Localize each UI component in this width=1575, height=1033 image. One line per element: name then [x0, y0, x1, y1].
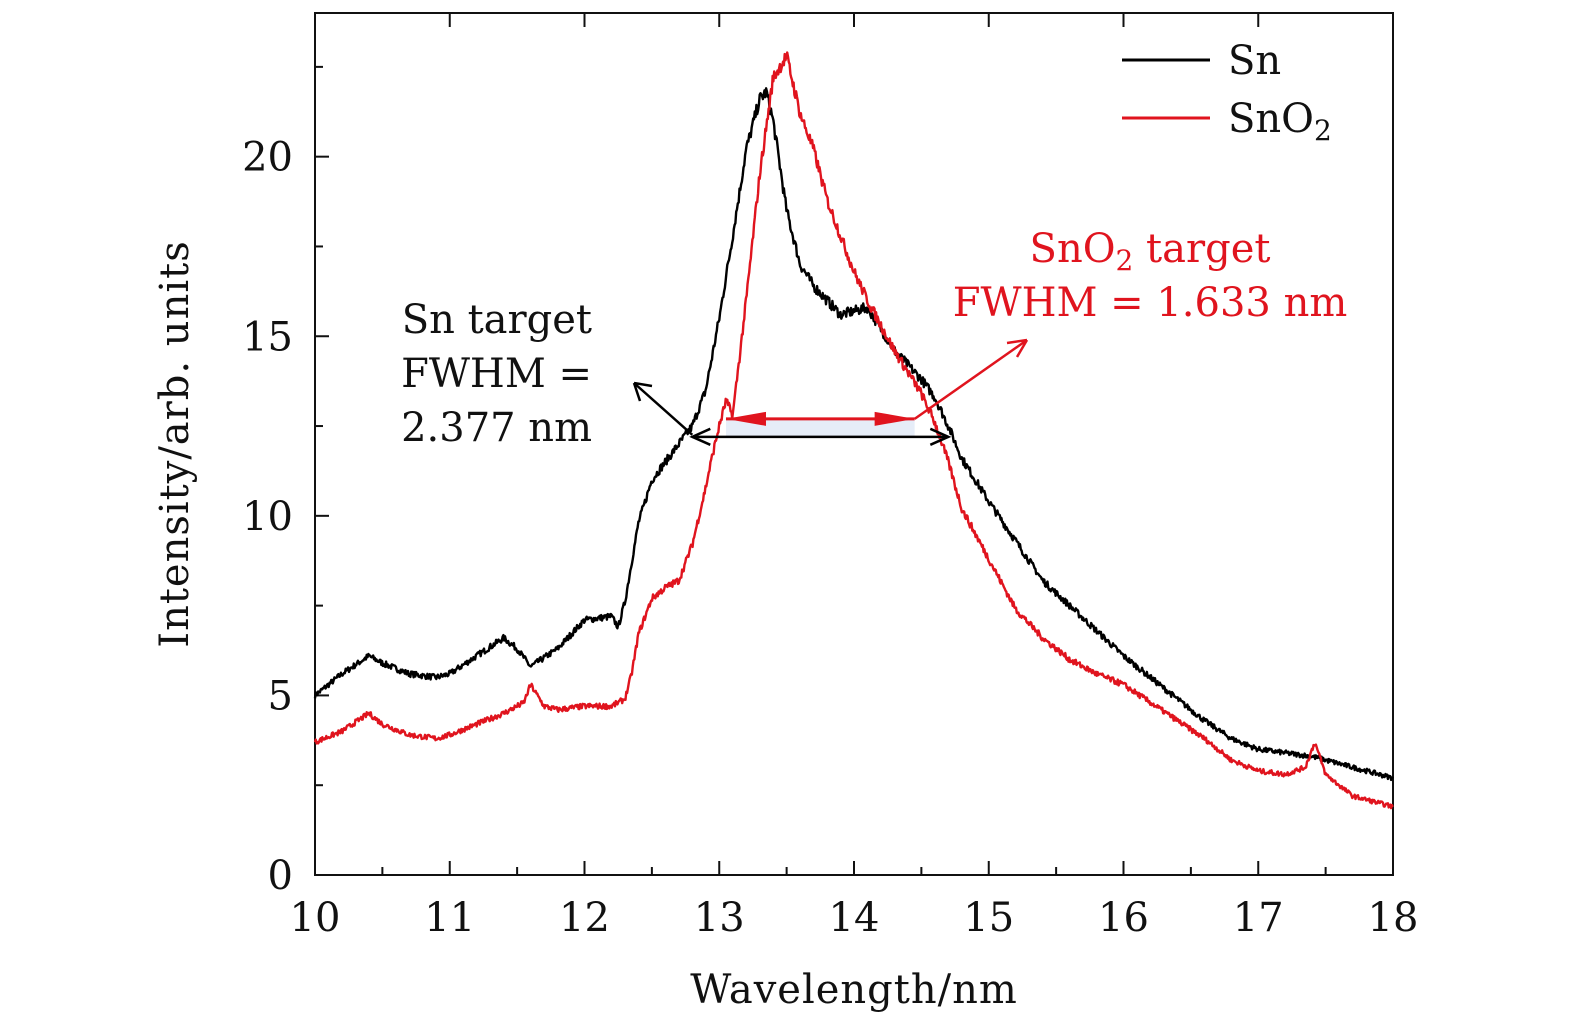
sno2-fwhm-arrowhead-right [874, 411, 915, 426]
sn-annotation-line-1: Sn target [402, 297, 592, 343]
y-tick-label: 5 [268, 673, 293, 719]
legend-label-sn: Sn [1228, 38, 1281, 84]
x-axis-title: Wavelength/nm [690, 967, 1018, 1013]
sn-fwhm-arrowhead-right [929, 427, 952, 446]
annotation-layer: Sn target FWHM = 2.377 nm SnO2 target FW… [401, 226, 1347, 451]
sn-annotation-line-2: FWHM = [401, 351, 592, 397]
series-line-sn [313, 87, 1394, 782]
legend-label-sno2: SnO2 [1228, 96, 1332, 147]
sno2-label-pointer [913, 338, 1028, 420]
y-tick-label: 0 [268, 853, 293, 899]
x-tick-label: 15 [963, 895, 1014, 941]
sn-label-pointer [633, 382, 694, 436]
y-tick-label: 15 [242, 314, 293, 360]
sno2-label-pointer-head [1006, 338, 1029, 358]
x-tick-label: 14 [829, 895, 880, 941]
y-tick-label: 20 [242, 135, 293, 181]
sn-fwhm-arrowhead-left [689, 427, 711, 446]
tick-labels: 10 11 12 13 14 15 16 17 18 0 5 10 15 20 [242, 135, 1418, 941]
x-tick-label: 13 [694, 895, 745, 941]
y-tick-label: 10 [242, 494, 293, 540]
x-tick-label: 16 [1098, 895, 1149, 941]
x-tick-label: 18 [1368, 895, 1419, 941]
plot-area [314, 12, 1394, 876]
axis-ticks [314, 13, 1394, 876]
series-line-sno2 [313, 51, 1394, 810]
sn-annotation-line-3: 2.377 nm [401, 405, 592, 451]
legend: Sn SnO2 [1122, 38, 1332, 147]
sno2-fwhm-arrowhead-left [725, 411, 766, 426]
sn-label-pointer-head [632, 381, 653, 402]
x-tick-label: 10 [290, 895, 341, 941]
sno2-annotation-line-2: FWHM = 1.633 nm [953, 280, 1348, 326]
x-tick-label: 12 [559, 895, 610, 941]
x-tick-label: 17 [1233, 895, 1284, 941]
x-tick-label: 11 [424, 895, 475, 941]
series-layer [313, 51, 1394, 810]
sno2-annotation-line-1: SnO2 target [1030, 226, 1271, 277]
y-axis-title: Intensity/arb. units [152, 240, 198, 647]
fwhm-band [725, 418, 915, 437]
